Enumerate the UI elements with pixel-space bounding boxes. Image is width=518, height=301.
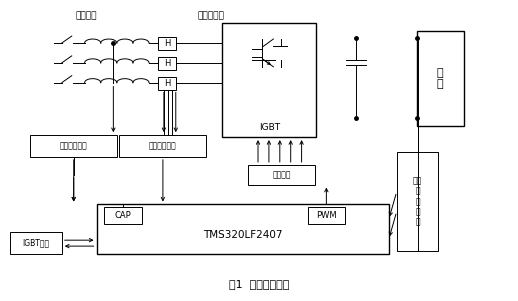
Text: IGBT: IGBT (259, 123, 280, 132)
Bar (158, 37, 176, 50)
Text: 负
载: 负 载 (437, 68, 443, 89)
Bar (416, 31, 464, 126)
Bar (158, 57, 176, 70)
Bar (105, 207, 142, 224)
Text: TMS320LF2407: TMS320LF2407 (203, 230, 282, 240)
Text: 图1  系统硬件框图: 图1 系统硬件框图 (229, 279, 289, 289)
Text: 过零检测电路: 过零检测电路 (60, 141, 88, 150)
Text: H: H (164, 79, 170, 88)
Bar (30, 135, 117, 157)
Text: IGBT保护: IGBT保护 (22, 239, 50, 248)
Text: CAP: CAP (115, 211, 132, 220)
Bar (248, 165, 315, 185)
Text: 电压
检
测
电
路: 电压 检 测 电 路 (413, 176, 422, 227)
Bar (308, 207, 345, 224)
Bar (222, 23, 316, 137)
Text: H: H (164, 39, 170, 48)
Bar (10, 232, 62, 254)
Text: 交流输入: 交流输入 (76, 12, 97, 21)
Text: 霏尔传感器: 霏尔传感器 (197, 12, 224, 21)
Text: 电流检测电路: 电流检测电路 (149, 141, 177, 150)
Text: PWM: PWM (316, 211, 337, 220)
Bar (119, 135, 207, 157)
Bar (158, 77, 176, 90)
Bar (96, 204, 389, 254)
Text: 驱动模块: 驱动模块 (272, 170, 291, 179)
Bar (397, 152, 438, 251)
Text: H: H (164, 59, 170, 68)
